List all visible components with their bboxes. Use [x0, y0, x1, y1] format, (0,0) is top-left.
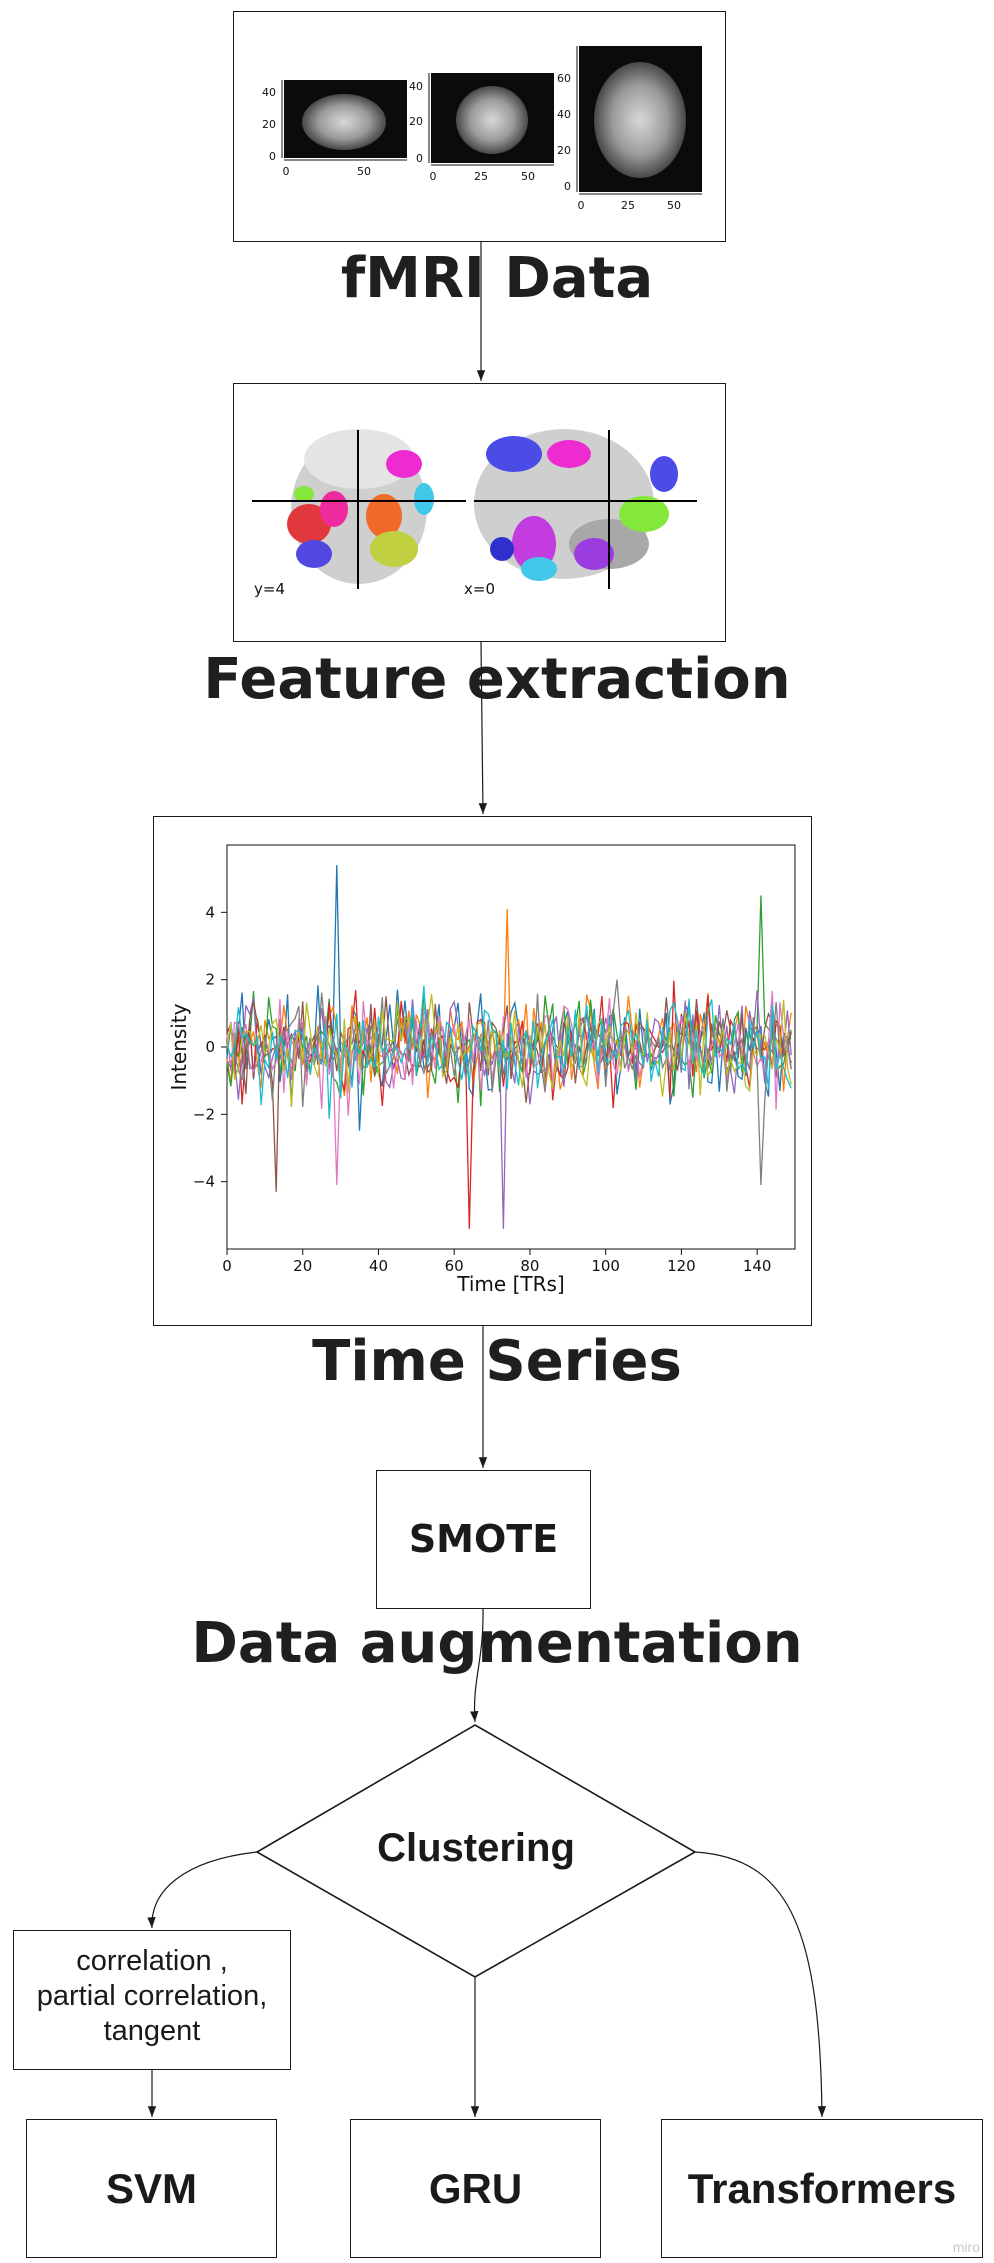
tick-label: 50	[667, 199, 681, 212]
arrow-clustering-to-correlation	[147, 1851, 258, 1929]
y-axis-label: Intensity	[167, 1003, 191, 1090]
tick-label: 0	[269, 150, 276, 163]
svm-text: SVM	[105, 2165, 197, 2212]
transformers-text: Transformers	[687, 2165, 957, 2212]
fmri-data-label: fMRI Data	[340, 246, 654, 311]
x-tick-label: 120	[667, 1257, 696, 1275]
fmri-brain-slices: 40 20 0 0 50 40 20 0 0 25 50 60 40 20 0 …	[262, 46, 702, 212]
tick-label: 40	[557, 108, 571, 121]
x-tick-label: 40	[369, 1257, 388, 1275]
x-tick-label: 80	[520, 1257, 539, 1275]
time-series-label: Time Series	[312, 1329, 682, 1394]
gru-box: GRU	[350, 2119, 601, 2258]
miro-watermark: miro	[952, 2239, 980, 2255]
feature-extraction-box: y=4 x=0	[233, 383, 726, 642]
coord-label-x: x=0	[464, 580, 495, 598]
time-series-box: 0 20 40 60 80 100 120 140 4 2 0 −2 −4 Time [TRs] Int…	[153, 816, 812, 1326]
tick-label: 60	[557, 72, 571, 85]
smote-text: SMOTE	[408, 1517, 559, 1561]
y-tick-label: 4	[205, 903, 215, 921]
clustering-text: Clustering	[377, 1826, 575, 1870]
tick-label: 50	[357, 165, 371, 178]
tick-label: 25	[621, 199, 635, 212]
x-tick-label: 100	[591, 1257, 620, 1275]
tick-label: 20	[262, 118, 276, 131]
tick-label: 40	[262, 86, 276, 99]
tick-label: 0	[430, 170, 437, 183]
arrow-clustering-to-transformers	[694, 1851, 827, 2118]
tick-label: 0	[416, 152, 423, 165]
series-line	[226, 990, 792, 1186]
arrow-smote-to-clustering	[470, 1608, 484, 1723]
brain-atlas-figure: y=4 x=0	[252, 429, 697, 598]
tick-label: 0	[564, 180, 571, 193]
tick-label: 20	[557, 144, 571, 157]
correlation-line-3: tangent	[103, 2015, 201, 2047]
tick-label: 40	[409, 80, 423, 93]
y-tick-label: −2	[193, 1105, 215, 1123]
smote-box: SMOTE	[376, 1470, 591, 1609]
x-tick-label: 140	[743, 1257, 772, 1275]
correlation-line-2: partial correlation,	[36, 1980, 268, 2012]
clustering-diamond	[255, 1724, 697, 1978]
x-axis-label: Time [TRs]	[456, 1272, 564, 1296]
y-tick-label: 0	[205, 1038, 215, 1056]
feature-extraction-label: Feature extraction	[203, 647, 791, 712]
tick-label: 25	[474, 170, 488, 183]
transformers-box: Transformers	[661, 2119, 983, 2258]
correlation-line-1: correlation ,	[76, 1945, 228, 1977]
x-tick-label: 0	[222, 1257, 232, 1275]
y-tick-label: −4	[193, 1173, 215, 1191]
data-augmentation-label: Data augmentation	[191, 1611, 803, 1676]
tick-label: 50	[521, 170, 535, 183]
y-tick-label: 2	[205, 971, 215, 989]
arrow-feature-to-timeseries	[478, 641, 488, 815]
x-tick-label: 60	[445, 1257, 464, 1275]
correlation-box: correlation , partial correlation, tange…	[13, 1930, 291, 2070]
series-line	[226, 985, 792, 1119]
tick-label: 20	[409, 115, 423, 128]
svm-box: SVM	[26, 2119, 277, 2258]
x-tick-label: 20	[293, 1257, 312, 1275]
fmri-data-box: 40 20 0 0 50 40 20 0 0 25 50 60 40 20 0 …	[233, 11, 726, 242]
tick-label: 0	[578, 199, 585, 212]
coord-label-y: y=4	[254, 580, 285, 598]
gru-text: GRU	[428, 2165, 523, 2212]
tick-label: 0	[283, 165, 290, 178]
